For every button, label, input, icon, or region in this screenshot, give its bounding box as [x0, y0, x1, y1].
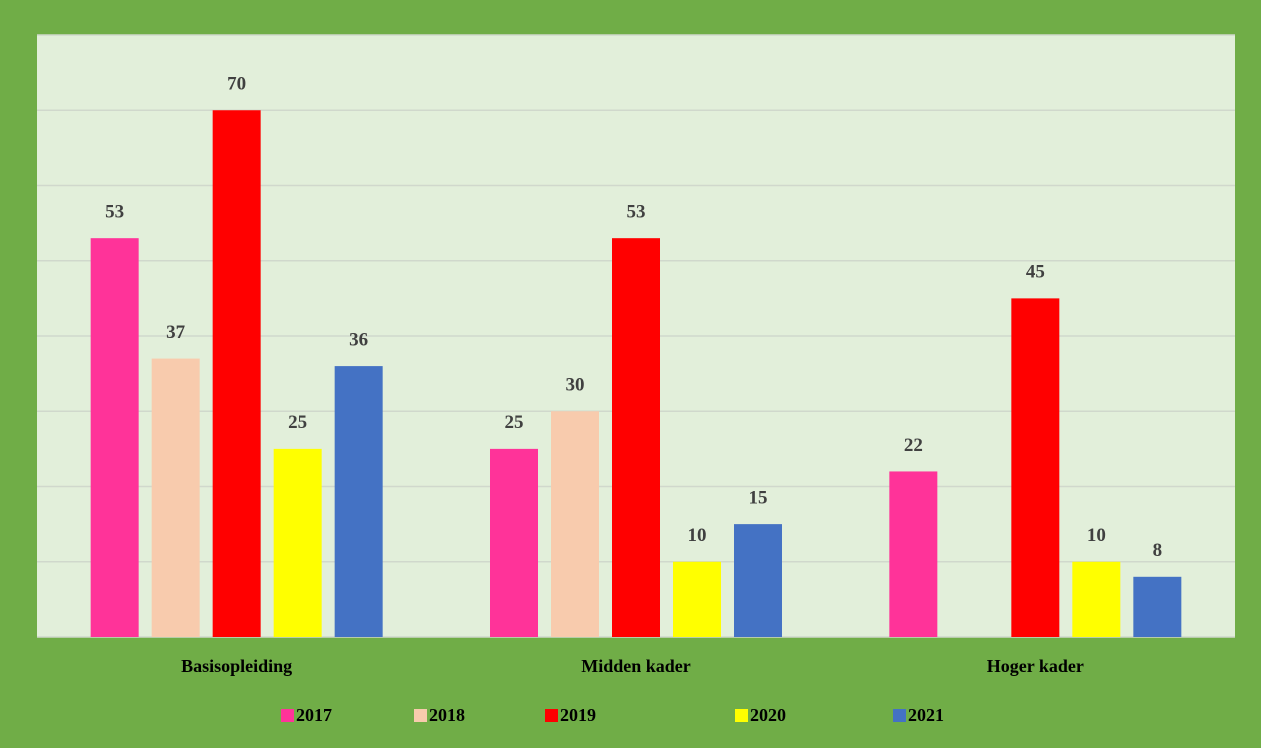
bar — [1072, 561, 1121, 637]
data-label: 37 — [166, 322, 186, 343]
data-label: 25 — [505, 412, 524, 433]
bar — [889, 471, 938, 637]
bar — [673, 561, 721, 637]
legend-label: 2017 — [296, 705, 332, 725]
legend-label: 2020 — [750, 705, 786, 725]
legend-swatch — [414, 709, 427, 722]
data-label: 10 — [1087, 525, 1106, 546]
data-label: 70 — [227, 74, 246, 95]
data-label: 45 — [1026, 262, 1045, 283]
legend-swatch — [893, 709, 906, 722]
bar — [334, 366, 383, 637]
legend-swatch — [281, 709, 294, 722]
legend-label: 2018 — [429, 705, 465, 725]
x-tick-label: Hoger kader — [987, 656, 1084, 676]
x-tick-label: Midden kader — [581, 656, 691, 676]
data-label: 15 — [749, 487, 768, 508]
data-label: 8 — [1153, 540, 1163, 561]
bar — [1133, 576, 1182, 637]
data-label: 22 — [904, 435, 923, 456]
data-label: 36 — [349, 329, 368, 350]
data-label: 53 — [105, 202, 124, 223]
bar — [151, 358, 200, 637]
bar — [273, 448, 322, 637]
legend-label: 2019 — [560, 705, 596, 725]
legend-swatch — [735, 709, 748, 722]
bar — [490, 448, 538, 637]
bar — [734, 524, 782, 637]
data-label: 25 — [288, 412, 307, 433]
data-label: 10 — [688, 525, 707, 546]
data-label: 53 — [627, 202, 646, 223]
bar — [612, 238, 660, 638]
legend-swatch — [545, 709, 558, 722]
legend-label: 2021 — [908, 705, 944, 725]
data-label: 30 — [566, 375, 585, 396]
x-tick-label: Basisopleiding — [181, 656, 292, 676]
bar — [90, 238, 139, 638]
bar — [1011, 298, 1060, 637]
bar — [212, 110, 261, 637]
bar — [551, 411, 599, 637]
